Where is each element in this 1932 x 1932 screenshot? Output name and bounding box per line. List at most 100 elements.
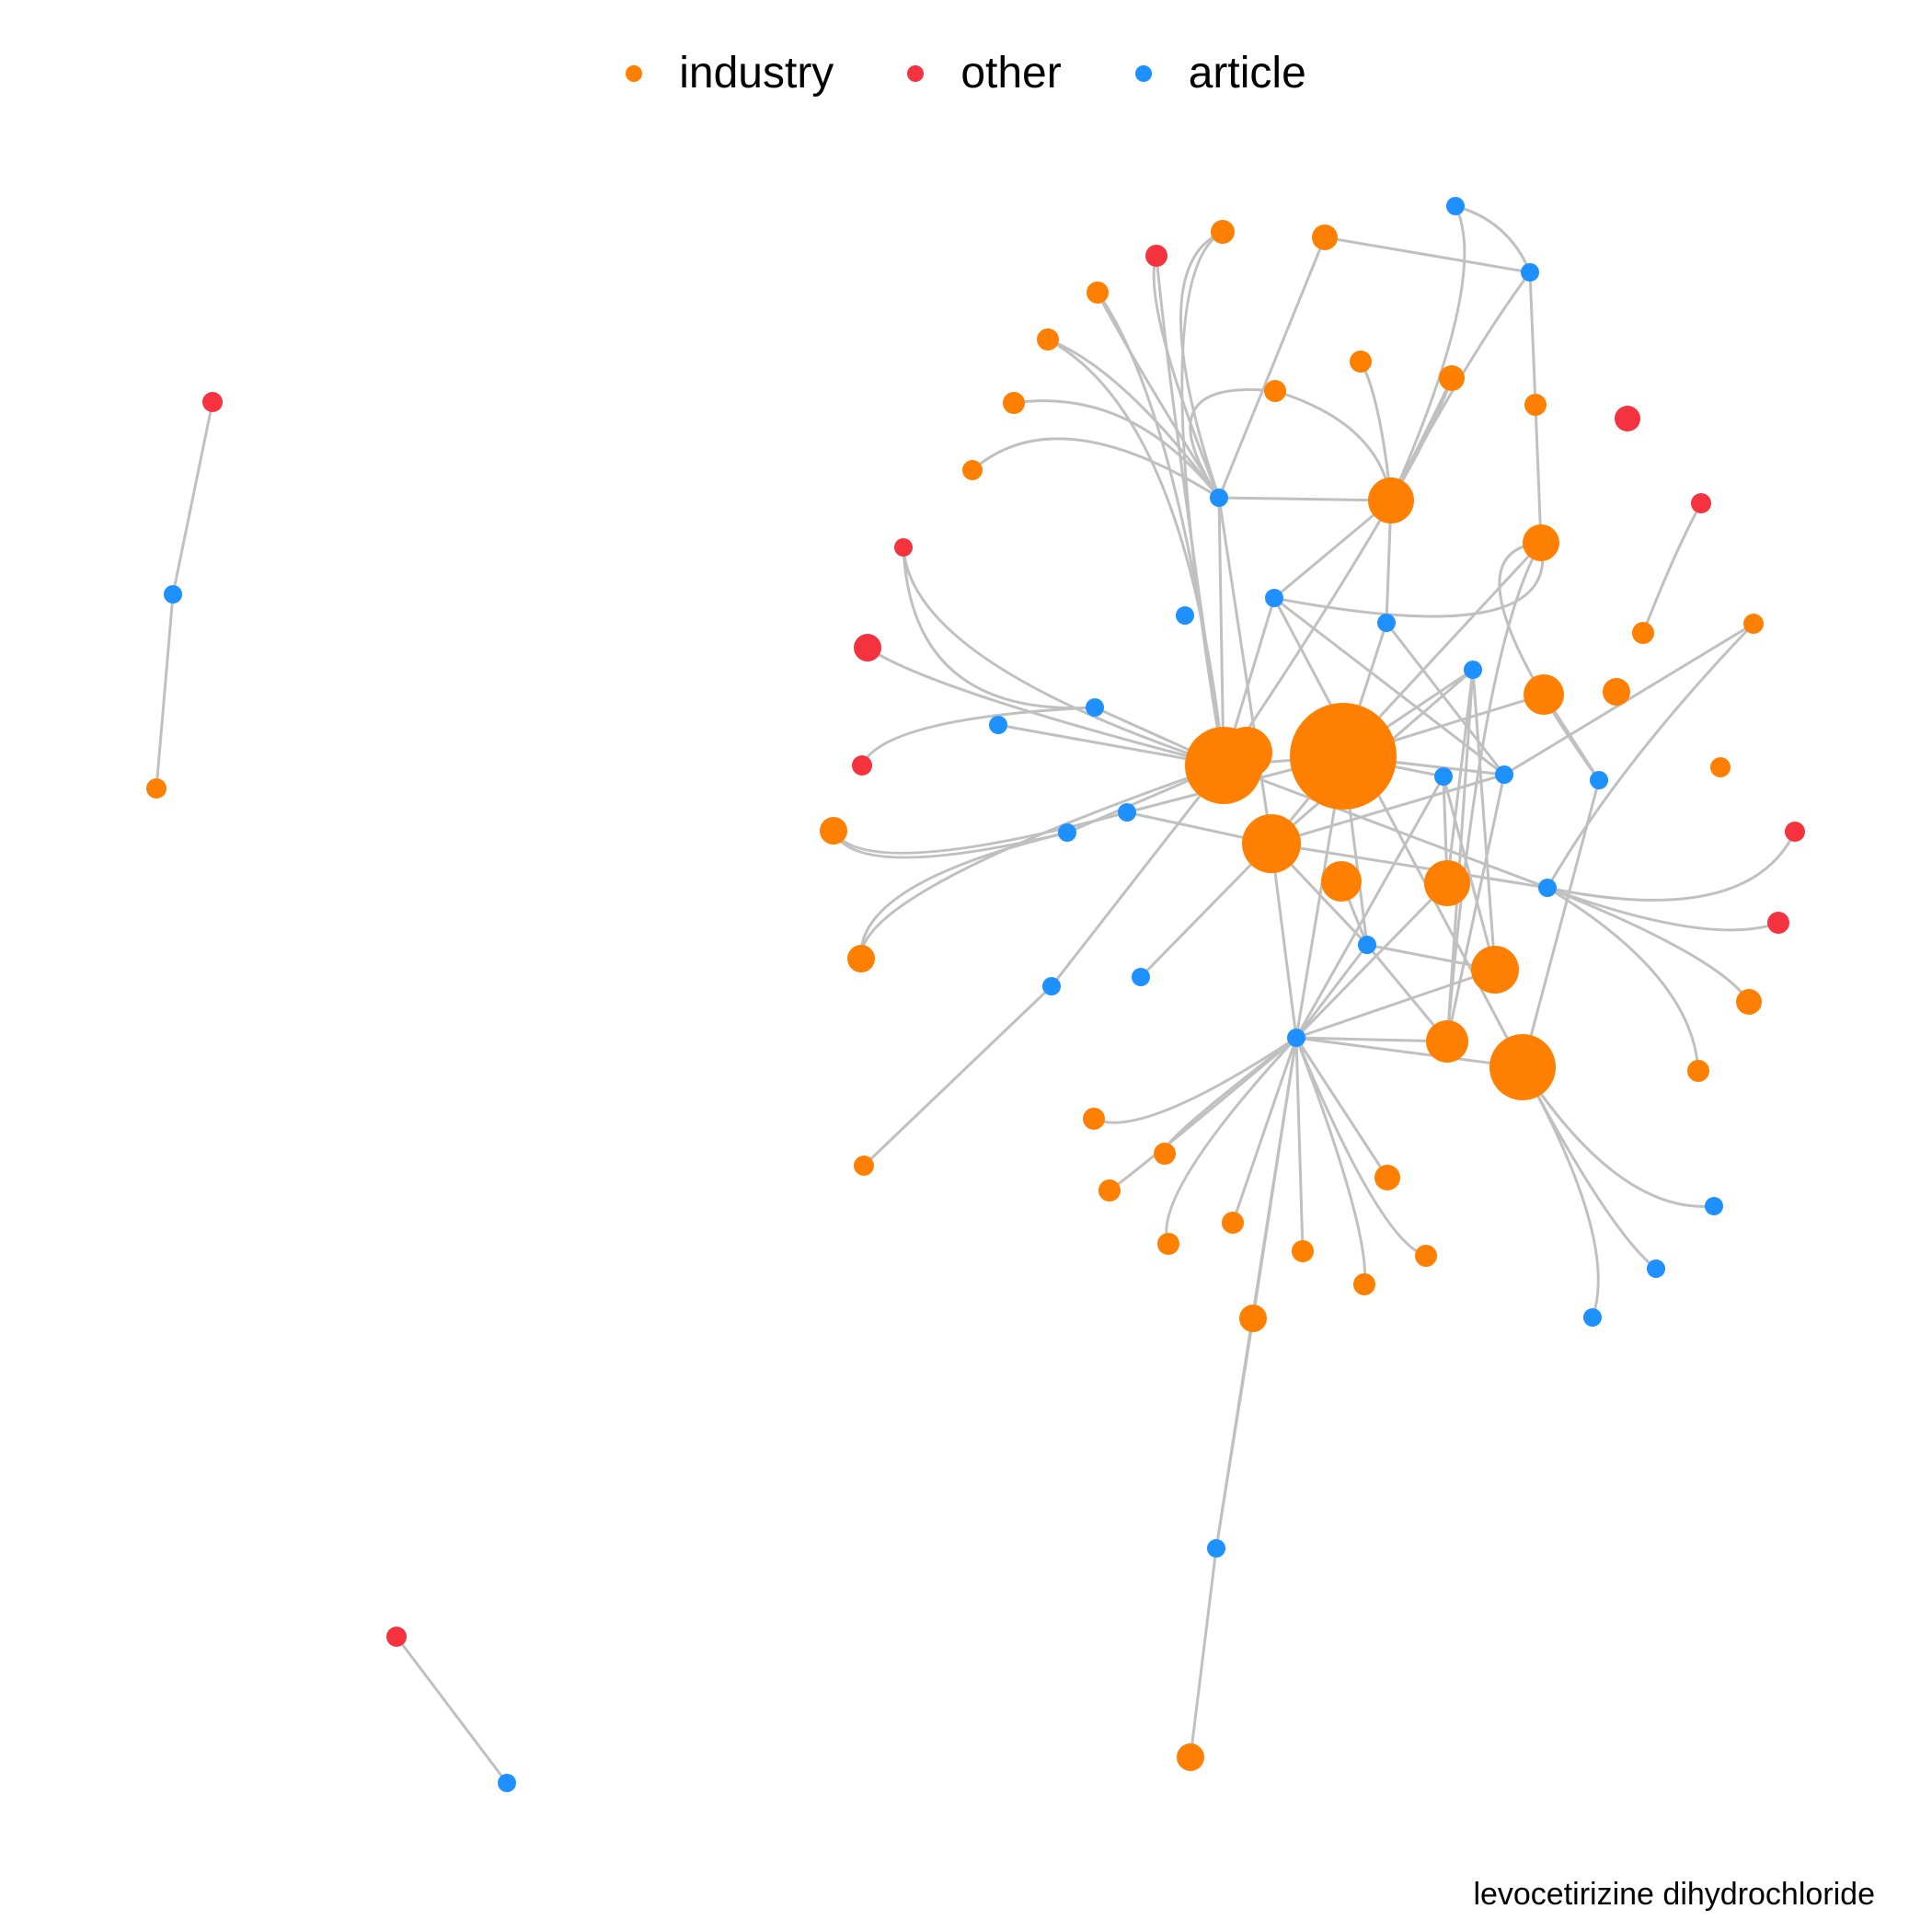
edge-i7-h4 [1274,389,1393,501]
edge-o6-a8 [860,706,1096,766]
article-node-a25 [498,1774,516,1792]
industry-node-i7 [1264,380,1286,402]
edge-i29-a20 [1214,1317,1255,1549]
edges [155,204,1797,1784]
edge-i8-h5 [1534,404,1543,544]
legend: industry other article [0,48,1932,98]
article-node-a17 [1287,1029,1305,1047]
industry-node-i13 [1603,678,1630,706]
article-node-a8 [1086,698,1104,717]
edge-a3-h4 [1218,496,1392,502]
industry-node-i4 [1037,328,1059,351]
edge-a11-i12 [1503,622,1754,776]
edge-a15-o8 [1547,886,1779,932]
industry-node-h8 [1424,860,1470,906]
industry-node-i24 [1222,1212,1244,1234]
edge-a17-h8 [1294,881,1449,1040]
edge-a17-h11 [1295,1036,1524,1069]
legend-label-other: other [960,49,1062,98]
industry-node-h3 [1242,814,1301,873]
article-node-a1 [1446,197,1465,215]
industry-node-i17 [1736,989,1762,1015]
article-node-a22 [1647,1259,1665,1278]
industry-node-i31 [146,778,167,799]
edge-i2-a3 [1217,236,1327,499]
edge-a3-i1 [1179,230,1224,499]
edge-a1-a2 [1455,204,1532,273]
edge-a15-i18 [1547,886,1700,1072]
article-node-a18 [1132,968,1150,986]
edge-a3-i3 [1096,292,1221,499]
industry-node-hub [1290,703,1397,810]
edge-o9-a24 [171,401,214,595]
industry-node-i8 [1524,394,1547,416]
industry-node-i3 [1087,282,1109,304]
edge-i16-h2 [859,764,1225,960]
edge-a17-i23 [1165,1036,1298,1245]
edge-a17-i24 [1231,1037,1298,1224]
edge-a3-i9 [1013,399,1221,499]
legend-item-article: article [1134,48,1306,98]
industry-node-i9 [1003,392,1025,414]
article-node-a15 [1538,879,1557,897]
industry-node-i18 [1687,1060,1709,1082]
industry-node-i6 [1439,365,1465,391]
edge-h5-h10 [1445,542,1543,1042]
edge-a17-i26 [1294,1037,1367,1285]
other-node-o2 [1615,406,1640,431]
edge-a15-h2 [1223,764,1548,890]
edge-a17-i20 [1093,1036,1297,1124]
edge-i4-h2 [1047,338,1225,766]
edge-a17-i28 [1294,1037,1389,1179]
article-node-a2 [1521,263,1539,282]
other-node-o8 [1767,912,1789,934]
edge-a17-h3 [1270,843,1298,1039]
edge-a20-i30 [1189,1547,1218,1758]
industry-node-i28 [1374,1165,1400,1190]
other-node-o3 [1691,493,1711,513]
edge-a3-i7 [1189,388,1276,499]
legend-item-industry: industry [626,48,834,98]
edge-a17-i27 [1294,1037,1427,1258]
edge-a4-h5 [1273,542,1545,618]
legend-dot-industry [626,64,643,82]
industry-node-h2 [1185,727,1262,804]
industry-node-i2 [1312,224,1338,250]
edge-i3-h2 [1096,292,1225,766]
article-node-a24 [164,585,182,604]
graph-caption: levocetirizine dihydrochloride [1473,1877,1875,1912]
industry-node-i23 [1157,1233,1179,1255]
other-node-o10 [386,1627,407,1647]
industry-node-h9 [1471,946,1519,994]
industry-node-i27 [1415,1245,1437,1267]
edge-a15-h3 [1271,842,1548,890]
article-node-a10 [1434,767,1453,786]
edge-o3-i11 [1641,502,1703,634]
edge-a15-o7 [1547,831,1797,902]
industry-node-h11 [1489,1034,1556,1100]
edge-a1-h4 [1389,205,1466,501]
nodes [146,197,1805,1792]
article-node-a7 [1464,661,1482,679]
industry-node-i1 [1211,220,1235,244]
edge-a19-i19 [862,984,1053,1167]
article-node-a12 [1590,771,1608,789]
industry-node-i30 [1177,1743,1204,1771]
industry-node-i16 [847,945,875,972]
industry-node-i12 [1743,614,1764,634]
article-node-a9 [989,716,1007,734]
industry-node-i5 [1350,351,1372,373]
industry-node-i10 [962,460,983,480]
edge-a19-h2 [1050,765,1225,987]
edge-a10-h9 [1442,776,1497,971]
industry-node-i22 [1098,1179,1121,1202]
edge-a17-h9 [1295,968,1496,1040]
other-node-o7 [1785,822,1805,842]
legend-dot-article [1134,64,1152,82]
edge-a17-i22 [1109,1036,1297,1192]
edge-h11-a23 [1521,1066,1600,1318]
edge-h8-a7 [1445,669,1475,884]
edge-a15-i17 [1547,886,1751,1003]
edge-i6-h2 [1222,377,1454,766]
